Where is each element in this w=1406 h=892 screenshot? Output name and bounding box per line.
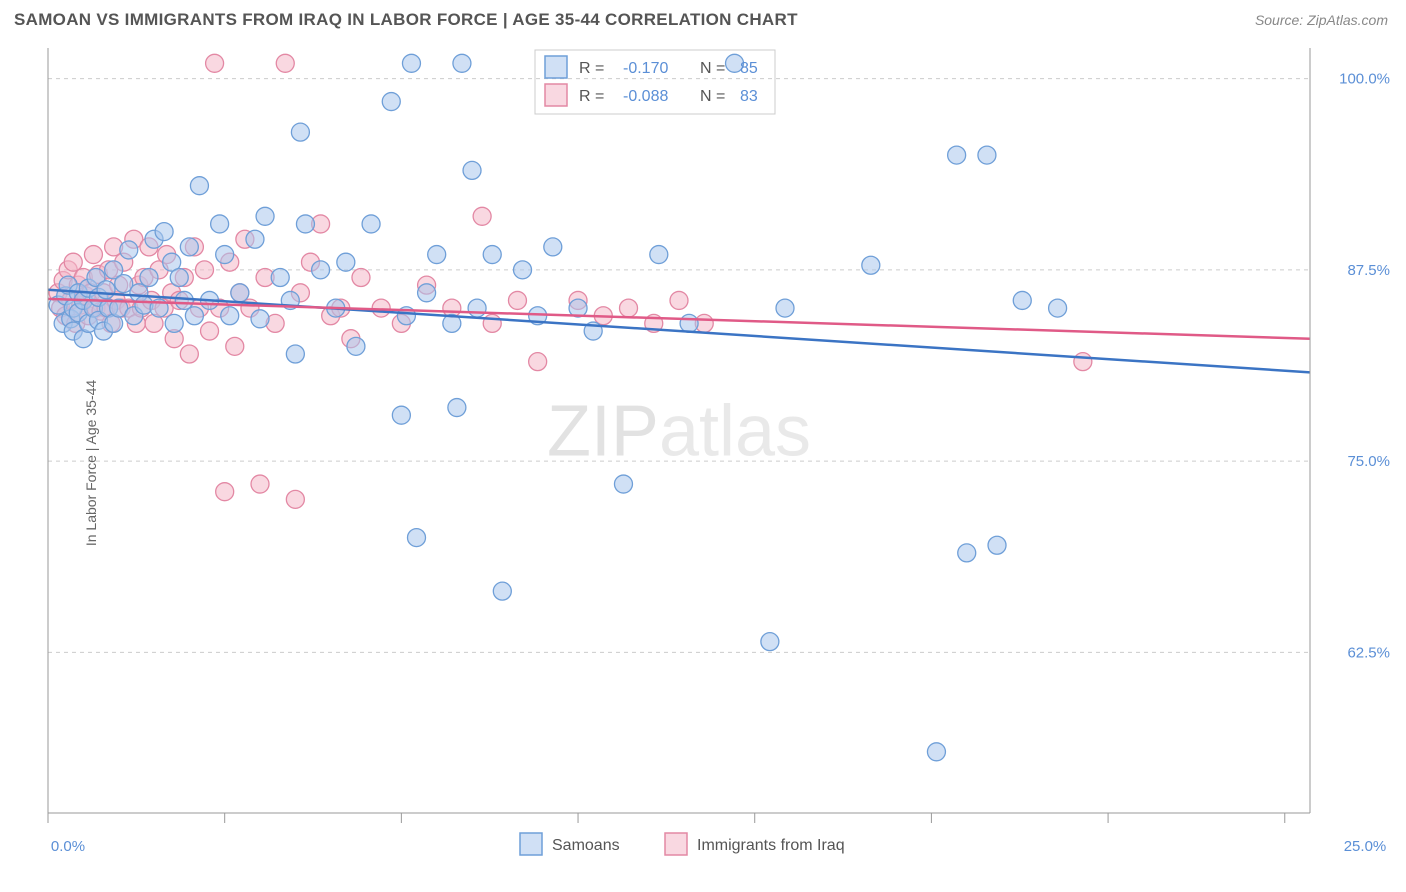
chart-title: SAMOAN VS IMMIGRANTS FROM IRAQ IN LABOR …	[14, 10, 798, 30]
data-point	[226, 337, 244, 355]
data-point	[620, 299, 638, 317]
legend-label: Immigrants from Iraq	[697, 837, 845, 854]
data-point	[514, 261, 532, 279]
data-point	[408, 529, 426, 547]
data-point	[761, 633, 779, 651]
data-point	[529, 353, 547, 371]
legend-n-value: 85	[740, 60, 758, 77]
data-point	[175, 291, 193, 309]
data-point	[1074, 353, 1092, 371]
data-point	[614, 475, 632, 493]
data-point	[508, 291, 526, 309]
data-point	[776, 299, 794, 317]
data-point	[392, 406, 410, 424]
data-point	[180, 345, 198, 363]
data-point	[170, 269, 188, 287]
watermark: ZIPatlas	[547, 392, 811, 472]
data-point	[231, 284, 249, 302]
legend-swatch	[665, 833, 687, 855]
data-point	[493, 582, 511, 600]
x-axis-label-right: 25.0%	[1344, 838, 1387, 855]
data-point	[352, 269, 370, 287]
data-point	[978, 146, 996, 164]
legend-swatch	[520, 833, 542, 855]
data-point	[680, 314, 698, 332]
data-point	[216, 483, 234, 501]
scatter-chart: 62.5% 75.0% 87.5% 100.0% ZIPatlas 0.0% 25.0% R …	[0, 38, 1406, 888]
data-point	[402, 54, 420, 72]
data-point	[988, 536, 1006, 554]
y-tick-label: 87.5%	[1347, 262, 1390, 279]
data-point	[195, 261, 213, 279]
data-point	[544, 238, 562, 256]
data-point	[650, 246, 668, 264]
data-point	[256, 207, 274, 225]
data-point	[1049, 299, 1067, 317]
chart-header: SAMOAN VS IMMIGRANTS FROM IRAQ IN LABOR …	[0, 0, 1406, 38]
data-point	[291, 123, 309, 141]
y-axis-label: In Labor Force | Age 35-44	[83, 380, 99, 546]
data-point	[473, 207, 491, 225]
data-point	[276, 54, 294, 72]
data-point	[862, 256, 880, 274]
data-point	[155, 223, 173, 241]
data-point	[140, 269, 158, 287]
data-point	[483, 314, 501, 332]
data-point	[1013, 291, 1031, 309]
data-point	[927, 743, 945, 761]
data-point	[271, 269, 289, 287]
data-point	[296, 215, 314, 233]
legend-r-value: -0.088	[623, 88, 668, 105]
legend-n-label: N =	[700, 60, 725, 77]
data-point	[190, 177, 208, 195]
data-point	[453, 54, 471, 72]
data-point	[216, 246, 234, 264]
data-point	[84, 246, 102, 264]
chart-source: Source: ZipAtlas.com	[1255, 12, 1388, 28]
data-point	[206, 54, 224, 72]
legend-n-label: N =	[700, 88, 725, 105]
data-point	[286, 345, 304, 363]
data-point	[251, 475, 269, 493]
data-point	[165, 314, 183, 332]
data-point	[483, 246, 501, 264]
data-point	[428, 246, 446, 264]
legend-r-value: -0.170	[623, 60, 668, 77]
data-point	[120, 241, 138, 259]
legend-n-value: 83	[740, 88, 758, 105]
legend-label: Samoans	[552, 837, 620, 854]
data-point	[382, 93, 400, 111]
data-point	[362, 215, 380, 233]
data-point	[251, 310, 269, 328]
chart-area: In Labor Force | Age 35-44 62.5% 75.0% 87.…	[0, 38, 1406, 888]
y-tick-label: 75.0%	[1347, 453, 1390, 470]
data-point	[246, 230, 264, 248]
y-tick-label: 100.0%	[1339, 71, 1390, 88]
data-point	[221, 307, 239, 325]
legend-r-label: R =	[579, 60, 604, 77]
data-point	[337, 253, 355, 271]
data-point	[418, 284, 436, 302]
data-point	[185, 307, 203, 325]
legend-swatch	[545, 56, 567, 78]
data-point	[180, 238, 198, 256]
legend-swatch	[545, 84, 567, 106]
data-point	[312, 261, 330, 279]
y-tick-label: 62.5%	[1347, 644, 1390, 661]
legend-r-label: R =	[579, 88, 604, 105]
data-point	[286, 490, 304, 508]
data-point	[201, 322, 219, 340]
x-axis-label-left: 0.0%	[51, 838, 85, 855]
data-point	[463, 161, 481, 179]
data-point	[97, 281, 115, 299]
data-point	[64, 253, 82, 271]
data-point	[670, 291, 688, 309]
data-point	[448, 399, 466, 417]
data-point	[958, 544, 976, 562]
data-point	[347, 337, 365, 355]
data-point	[948, 146, 966, 164]
data-point	[468, 299, 486, 317]
data-point	[211, 215, 229, 233]
